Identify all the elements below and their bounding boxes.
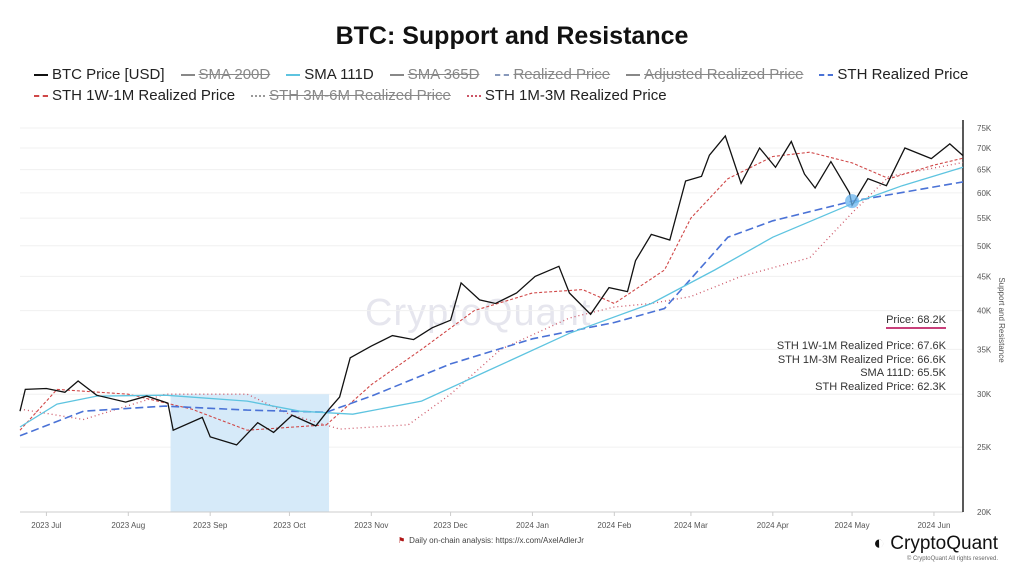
legend-label: SMA 365D	[407, 66, 480, 83]
legend-item[interactable]: SMA 111D	[286, 64, 374, 85]
legend-item[interactable]: BTC Price [USD]	[34, 64, 165, 85]
x-tick-label: 2023 Dec	[433, 521, 467, 530]
legend-item[interactable]: Adjusted Realized Price	[626, 64, 803, 85]
y-tick-label: 35K	[977, 345, 992, 354]
legend-swatch	[34, 95, 48, 98]
legend-swatch	[180, 74, 195, 77]
x-tick-label: 2024 Jun	[917, 521, 950, 530]
y-tick-label: 20K	[977, 508, 992, 517]
price-annotation: Price: 68.2K	[886, 314, 946, 329]
value-annotations: STH 1W-1M Realized Price: 67.6K STH 1M-3…	[777, 340, 946, 394]
y-tick-label: 25K	[977, 443, 992, 452]
y-tick-label: 45K	[977, 272, 992, 281]
legend-label: STH 1W-1M Realized Price	[52, 87, 236, 104]
logo-icon: ◐	[873, 533, 885, 554]
y-tick-label: 30K	[977, 390, 992, 399]
legend-item[interactable]: STH Realized Price	[819, 64, 968, 85]
legend-swatch	[819, 74, 834, 77]
legend-swatch	[34, 74, 48, 77]
footer-note-text[interactable]: Daily on-chain analysis: https://x.com/A…	[409, 536, 584, 545]
legend-swatch	[389, 74, 404, 77]
legend-item[interactable]: STH 3M-6M Realized Price	[251, 85, 451, 106]
legend-item[interactable]: SMA 200D	[180, 64, 271, 85]
x-tick-label: 2024 Mar	[674, 521, 708, 530]
brand-name: CryptoQuant	[890, 533, 998, 554]
legend-label: STH Realized Price	[837, 66, 969, 83]
legend-item[interactable]: Realized Price	[495, 64, 610, 85]
y-axis-label: Support and Resistance	[997, 277, 1006, 363]
legend-swatch	[286, 74, 301, 77]
x-tick-label: 2023 Sep	[193, 521, 228, 530]
y-tick-label: 55K	[977, 214, 992, 223]
highlight-point	[845, 194, 860, 209]
legend: BTC Price [USD] SMA 200D SMA 111D SMA 365D R…	[34, 64, 1014, 106]
legend-swatch	[466, 95, 481, 98]
legend-swatch	[626, 74, 641, 77]
legend-swatch	[495, 74, 510, 77]
annotation-sma-111d: SMA 111D: 65.5K	[860, 367, 946, 379]
x-tick-label: 2024 Jan	[516, 521, 549, 530]
footer-note[interactable]: ⚑ Daily on-chain analysis: https://x.com/…	[398, 536, 584, 545]
annotation-sth-1m-3m: STH 1M-3M Realized Price: 66.6K	[777, 353, 946, 366]
y-tick-label: 50K	[977, 242, 992, 251]
series-line-sth-1w-1m-realized-price	[19, 151, 964, 431]
x-tick-label: 2024 May	[834, 521, 869, 530]
flag-icon: ⚑	[398, 536, 406, 545]
legend-label: SMA 111D	[304, 66, 374, 83]
legend-label: SMA 200D	[198, 66, 271, 83]
annotation-sth-realized: STH Realized Price: 62.3K	[815, 380, 946, 393]
x-tick-label: 2024 Apr	[757, 521, 789, 530]
legend-label: BTC Price [USD]	[52, 66, 165, 83]
legend-label: STH 3M-6M Realized Price	[269, 87, 451, 104]
copyright: © CryptoQuant All rights reserved.	[906, 556, 998, 562]
x-tick-label: 2023 Oct	[273, 521, 306, 530]
chart-title: BTC: Support and Resistance	[335, 22, 689, 50]
legend-label: Adjusted Realized Price	[644, 66, 804, 83]
y-tick-label: 75K	[977, 124, 992, 133]
y-tick-label: 60K	[977, 189, 992, 198]
legend-label: STH 1M-3M Realized Price	[484, 87, 667, 104]
x-tick-label: 2024 Feb	[597, 521, 631, 530]
highlight-range	[170, 394, 330, 512]
series-line-sth-1m-3m-realized-price	[19, 161, 964, 430]
legend-label: Realized Price	[513, 66, 611, 83]
series-line-sma-111d	[19, 166, 964, 428]
series-line-btc-price-usd-	[19, 134, 964, 446]
legend-item[interactable]: STH 1M-3M Realized Price	[466, 85, 667, 106]
brand-logo: ◐ CryptoQuant	[874, 533, 999, 555]
y-tick-label: 65K	[977, 166, 992, 175]
legend-item[interactable]: STH 1W-1M Realized Price	[34, 85, 235, 106]
legend-swatch	[251, 95, 266, 98]
series-line-sth-realized-price	[19, 181, 964, 437]
x-tick-label: 2023 Aug	[111, 521, 145, 530]
x-tick-label: 2023 Jul	[31, 521, 61, 530]
legend-item[interactable]: SMA 365D	[389, 64, 480, 85]
annotation-sth-1w-1m: STH 1W-1M Realized Price: 67.6K	[776, 340, 946, 352]
y-tick-label: 40K	[977, 307, 992, 316]
y-tick-label: 70K	[977, 144, 992, 153]
x-tick-label: 2023 Nov	[354, 521, 388, 530]
